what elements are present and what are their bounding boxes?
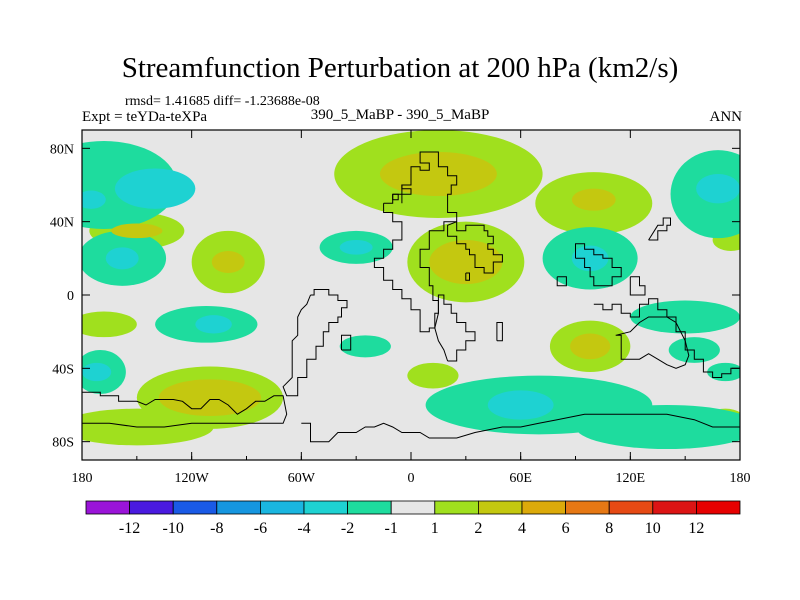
contour-region-pos2 <box>571 188 616 211</box>
colorbar-swatch <box>608 500 654 515</box>
contour-region-neg2 <box>114 168 196 209</box>
case-label: 390_5_MaBP - 390_5_MaBP <box>310 107 490 123</box>
contour-region-neg1 <box>339 335 391 358</box>
colorbar-label: -4 <box>297 520 310 537</box>
coastline-4 <box>447 221 503 274</box>
contour-region-neg2 <box>105 247 139 270</box>
colorbar-label: -10 <box>163 520 184 537</box>
x-tick-label: 120W <box>175 471 210 486</box>
coastline-16 <box>392 193 399 201</box>
y-tick-label: 80S <box>52 436 74 451</box>
x-tick-label: 180 <box>72 471 93 486</box>
x-tick-label: 180 <box>730 471 751 486</box>
coastline-2 <box>341 334 352 351</box>
coastline-1 <box>282 289 348 397</box>
contour-region-pos2 <box>158 379 262 416</box>
x-tick-label: 60W <box>288 471 316 486</box>
colorbar-label: -1 <box>385 520 398 537</box>
contour-region-neg2 <box>339 240 373 255</box>
colorbar-swatch <box>696 500 741 515</box>
contour-region-neg2 <box>487 390 554 420</box>
chart-title: Streamfunction Perturbation at 200 hPa (… <box>121 52 679 84</box>
coastline-13 <box>648 217 671 241</box>
contour-region-neg1 <box>630 300 740 334</box>
coastline-15 <box>401 184 412 204</box>
season-label: ANN <box>709 109 743 125</box>
coastline-7 <box>465 272 470 281</box>
colorbar-swatch <box>172 500 218 515</box>
contour-region-neg1 <box>575 405 740 449</box>
colorbar-swatch <box>434 500 479 515</box>
colorbar-label: -6 <box>254 520 267 537</box>
colorbar-swatch <box>477 500 523 515</box>
contour-region-pos1 <box>82 311 137 338</box>
colorbar-swatch <box>521 500 566 515</box>
colorbar-label: 8 <box>605 520 613 537</box>
coastline-3 <box>373 151 458 333</box>
contour-region-pos2 <box>111 223 163 239</box>
colorbar-swatch <box>347 500 392 515</box>
contour-region-neg2 <box>82 190 106 209</box>
coastline-5 <box>434 294 476 362</box>
axis-ticks: 180 120W 60W 0 60E 120E 180 80N 40N 0 40S 80S <box>50 130 751 486</box>
contour-region-neg1 <box>707 362 740 382</box>
coastline-11 <box>615 316 690 369</box>
contour-region-neg2 <box>82 362 112 382</box>
colorbar-swatch <box>259 500 305 515</box>
coastline-8 <box>575 243 622 287</box>
experiment-label: Expt = teYDa-teXPa <box>82 109 208 125</box>
colorbar-label: 10 <box>645 520 661 537</box>
coastline-9 <box>556 276 567 287</box>
y-tick-label: 80N <box>50 142 74 157</box>
coastline-10 <box>593 298 740 378</box>
y-tick-label: 40N <box>50 216 74 231</box>
colorbar-swatch <box>565 500 610 515</box>
contour-region-neg2 <box>696 174 740 204</box>
coastline-12 <box>629 276 646 296</box>
coastline-0 <box>82 391 288 428</box>
colorbar-label: 4 <box>518 520 526 537</box>
map-layer <box>82 130 740 460</box>
contour-region-neg2 <box>195 315 232 334</box>
colorbar-label: -8 <box>210 520 223 537</box>
x-tick-label: 0 <box>408 471 415 486</box>
colorbar-label: 1 <box>431 520 439 537</box>
contour-region-pos2 <box>570 333 611 360</box>
y-tick-label: 0 <box>67 289 74 304</box>
contour-region-neg2 <box>571 245 609 272</box>
colorbar: -12 -10 -8 -6 -4 -2 -1 1 2 4 6 8 10 12 <box>85 500 741 537</box>
colorbar-label: -12 <box>119 520 140 537</box>
stats-label: rmsd= 1.41685 diff= -1.23688e-08 <box>125 94 320 109</box>
colorbar-swatch <box>129 500 174 515</box>
colorbar-label: 12 <box>688 520 704 537</box>
colorbar-label: 2 <box>474 520 482 537</box>
colorbar-swatch <box>303 500 348 515</box>
contour-region-pos1 <box>407 362 459 389</box>
x-tick-label: 60E <box>509 471 532 486</box>
colorbar-swatch <box>216 500 261 515</box>
colorbar-label: -2 <box>341 520 354 537</box>
x-tick-label: 120E <box>616 471 646 486</box>
colorbar-swatch <box>652 500 697 515</box>
colorbar-swatch <box>85 500 130 515</box>
coastline-14 <box>301 413 740 443</box>
colorbar-label: 6 <box>562 520 570 537</box>
y-tick-label: 40S <box>52 362 74 377</box>
contour-region-pos2 <box>211 251 245 273</box>
colorbar-swatch <box>390 500 436 515</box>
coastline-6 <box>496 322 503 342</box>
